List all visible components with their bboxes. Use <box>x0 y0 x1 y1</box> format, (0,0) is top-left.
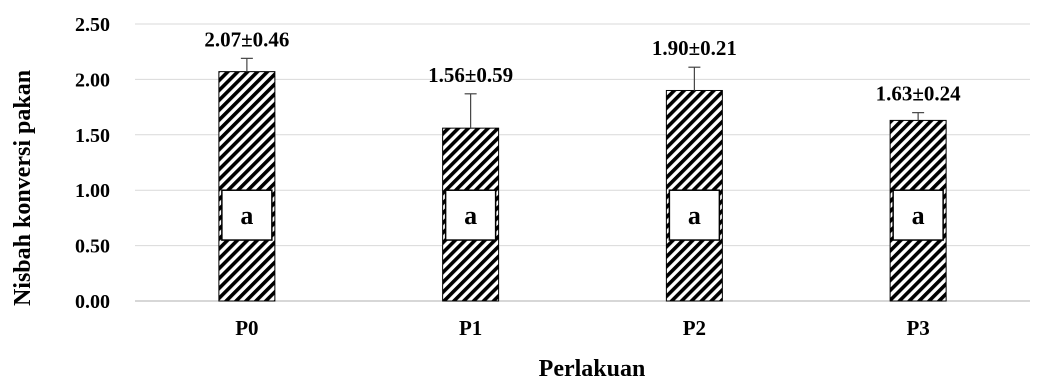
y-tick-label: 2.50 <box>75 14 110 36</box>
x-tick-label: P3 <box>906 316 929 340</box>
x-tick-label: P2 <box>683 316 706 340</box>
y-tick-label: 2.00 <box>75 69 110 91</box>
significance-letter: a <box>912 201 925 230</box>
bars <box>218 57 947 302</box>
bar <box>218 71 276 302</box>
data-label: 1.63±0.24 <box>876 82 962 106</box>
significance-letter: a <box>240 201 253 230</box>
y-axis-title: Nisbah konversi pakan <box>10 70 36 306</box>
data-label: 2.07±0.46 <box>204 27 289 51</box>
y-tick-label: 0.50 <box>75 236 110 258</box>
significance-letter: a <box>688 201 701 230</box>
significance-box <box>892 189 944 241</box>
significance-letter: a <box>464 201 477 230</box>
data-label: 1.90±0.21 <box>652 36 737 60</box>
significance-box <box>221 189 273 241</box>
data-label: 1.56±0.59 <box>428 63 513 87</box>
x-tick-label: P1 <box>459 316 482 340</box>
x-axis-title: Perlakuan <box>539 356 646 381</box>
gridlines <box>135 23 1030 302</box>
y-tick-label: 1.50 <box>75 125 110 147</box>
y-tick-label: 1.00 <box>75 180 110 202</box>
significance-box <box>668 189 721 241</box>
labels: 0.00 0.50 1.00 1.50 2.00 2.50 a 2.07±0.46 P0 a 1.5… <box>75 14 961 340</box>
y-tick-label: 0.00 <box>75 291 110 313</box>
significance-box <box>444 189 497 241</box>
x-tick-label: P0 <box>235 316 258 340</box>
